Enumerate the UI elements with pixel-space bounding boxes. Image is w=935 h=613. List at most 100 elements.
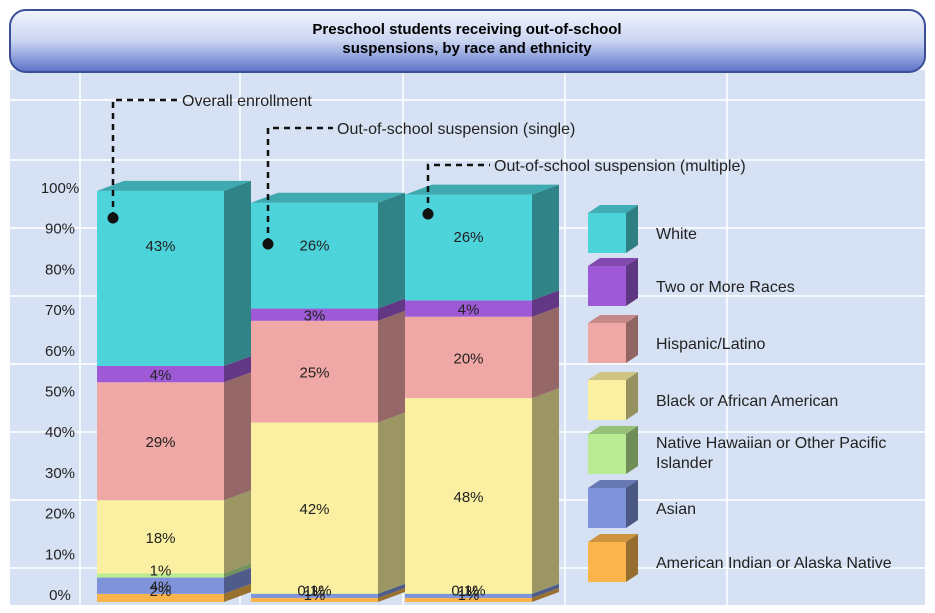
legend-item: Two or More Races [588,258,795,306]
legend-item: American Indian or Alaska Native [588,534,892,582]
legend-label: Hispanic/Latino [656,336,766,353]
bar-segment-side [224,490,251,574]
y-tick-label: 20% [45,506,75,523]
legend-swatch-side [626,205,638,253]
bar-top-face [251,192,405,203]
bar-segment-side [532,587,559,602]
legend-item: Hispanic/Latino [588,315,766,363]
bar-segment-side [224,583,251,602]
bar-data-label: 26% [453,229,483,246]
bar-data-label: 25% [299,365,329,382]
bar-segment [251,202,378,309]
bar-segment [97,577,224,594]
bar-stack: 1%1%0.1% 48% 20% 4% 26% [405,184,559,604]
category-label: Out-of-school suspension (multiple) [494,158,746,175]
bar-data-label: 43% [145,238,175,255]
legend-swatch-top [588,372,638,380]
bar-segment [251,320,378,423]
bar-segment-side [532,306,559,399]
bar-data-label: 0.1% [451,582,485,599]
legend-swatch-top [588,205,638,213]
bar-segment-side [224,372,251,501]
bar-stack: 1%1%0.1% 42% 25% 3% 26% [251,192,405,604]
bar-segment-side [224,180,251,366]
category-callout: Out-of-school suspension (multiple) [422,158,746,220]
y-tick-label: 40% [45,424,75,441]
legend-item: White [588,205,697,253]
bar-segment [251,597,378,602]
bar-segment-side [378,192,405,309]
bar-data-label: 29% [145,434,175,451]
legend: White Two or More Races Hispanic/Latino Bla… [588,205,892,582]
bar-segment [405,597,532,602]
legend-label: American Indian or Alaska Native [656,555,892,572]
bar-segment-side [532,583,559,598]
bar-segment-side [532,388,559,594]
bar-data-label: 0.1% [297,582,331,599]
legend-swatch-side [626,426,638,474]
bar-segment [97,365,224,383]
bar-segment [97,500,224,574]
legend-label: Native Hawaiian or Other Pacific [656,435,886,452]
bar-data-label: 3% [304,308,326,325]
legend-label: Two or More Races [656,279,795,296]
y-tick-label: 90% [45,221,75,238]
bar-data-label: 1% [458,583,480,600]
legend-label: Asian [656,501,696,518]
legend-swatch-side [626,480,638,528]
bar-segment [251,308,378,321]
bar-top-face [97,180,251,191]
legend-swatch [588,542,626,582]
legend-swatch [588,323,626,363]
y-tick-label: 10% [45,546,75,563]
chart-title-line-1: Preschool students receiving out-of-scho… [312,21,621,38]
bar-segment [251,593,378,594]
bar-data-label: 1% [150,563,172,580]
bar-segment [97,190,224,366]
callout-dot [107,212,119,224]
bar-top-face [405,184,559,195]
legend-swatch-top [588,258,638,266]
legend-swatch [588,488,626,528]
bar-stack: 2%4%1%18%29%4%43% [97,180,251,602]
bar-segment-side [224,563,251,578]
legend-swatch-side [626,258,638,306]
bar-segment [97,382,224,501]
bars: 2%4%1%18%29%4%43%1%1%0.1%42%25%3%26%1%1%… [97,180,559,604]
legend-swatch-side [626,372,638,420]
bar-data-label: 42% [299,501,329,518]
y-tick-label: 60% [45,343,75,360]
bar-segment-side [378,412,405,594]
bar-segment [251,422,378,594]
bar-segment-side [224,355,251,383]
legend-swatch [588,266,626,306]
bar-segment-side [378,583,405,598]
legend-swatch [588,213,626,253]
legend-item: Asian [588,480,696,528]
legend-swatch-top [588,315,638,323]
legend-swatch [588,434,626,474]
callout-leader-line [426,163,490,214]
y-axis: 0% 10% 20% 30% 40% 50% 60% 70% 80% 90% 100% [41,180,79,604]
bar-segment-side [532,583,559,594]
bar-data-label: 1% [304,587,326,604]
legend-label: White [656,226,697,243]
bar-segment-side [532,290,559,317]
legend-label: Islander [656,455,714,472]
bar-segment-side [378,587,405,602]
bar-segment [97,593,224,602]
y-tick-label: 70% [45,302,75,319]
bar-segment-side [378,298,405,321]
legend-item: Black or African American [588,372,838,420]
bar-segment-side [532,184,559,301]
bar-segment-side [378,583,405,594]
legend-item: Native Hawaiian or Other Pacific Islander [588,426,886,474]
bar-segment [251,593,378,598]
callout-leader-line [266,126,333,244]
bar-segment [97,573,224,578]
bar-data-label: 4% [150,579,172,596]
bar-segment [405,593,532,598]
bar-segment-side [224,567,251,594]
y-tick-label: 30% [45,465,75,482]
bar-data-label: 2% [150,583,172,600]
